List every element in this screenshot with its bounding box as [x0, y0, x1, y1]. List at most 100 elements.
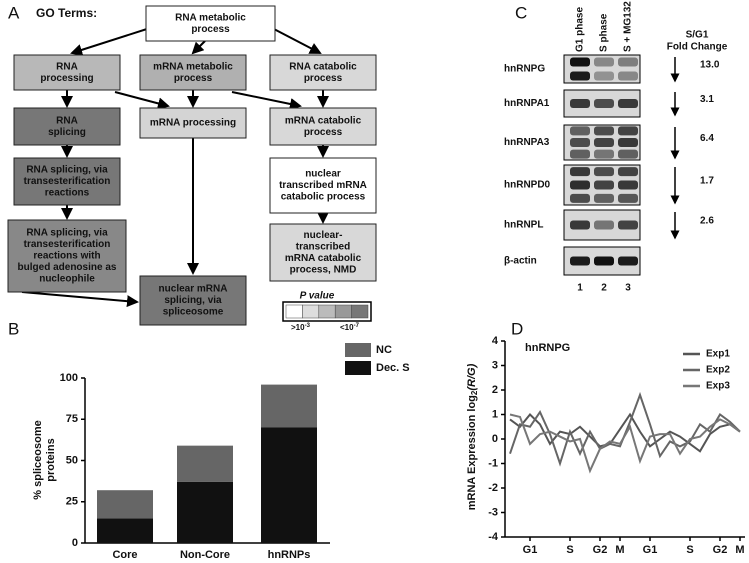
x-tick-label: S: [566, 544, 573, 556]
node-label: process, NMD: [290, 264, 357, 275]
y-tick-label: 0: [492, 433, 498, 445]
node-label: RNA metabolic: [175, 12, 246, 23]
label-exp: -7: [354, 323, 360, 329]
band: [594, 167, 614, 177]
legend-label: Dec. S: [376, 362, 410, 374]
heading: GO Terms:: [36, 6, 97, 20]
label-part: (R/G): [466, 363, 478, 390]
y-tick-label: 0: [72, 537, 78, 549]
x-tick-label: Core: [112, 549, 137, 561]
band: [594, 71, 614, 81]
y-tick-label: 25: [66, 496, 78, 508]
band: [618, 256, 638, 266]
bar-segment: [177, 481, 233, 543]
y-tick-label: 1: [492, 408, 498, 420]
legend-swatch: [302, 304, 320, 319]
legend-label: Exp1: [706, 349, 730, 360]
node-label: RNA splicing, via: [26, 165, 108, 176]
go-node: [269, 223, 377, 282]
band: [594, 256, 614, 266]
go-node: [139, 107, 247, 139]
band: [570, 138, 590, 147]
protein-name: hnRNPA3: [504, 137, 550, 148]
y-tick-label: 75: [66, 413, 78, 425]
protein-name: hnRNPL: [504, 220, 543, 231]
node-label: process: [304, 127, 343, 138]
legend-label: >10-3: [291, 323, 311, 333]
band: [570, 256, 590, 266]
legend-label: NC: [376, 344, 392, 356]
band: [618, 138, 638, 147]
node-label: transcribed mRNA: [279, 180, 367, 191]
node-label: mRNA catabolic: [285, 253, 362, 264]
band: [570, 180, 590, 190]
node-label: RNA: [56, 61, 78, 72]
band: [618, 180, 638, 190]
lane-number: 2: [601, 283, 607, 294]
go-node: [269, 107, 377, 146]
go-node: [145, 5, 276, 42]
bar-segment: [97, 518, 153, 543]
y-tick-label: 2: [492, 384, 498, 396]
band: [618, 193, 638, 203]
band: [594, 149, 614, 159]
legend-swatch: [285, 304, 303, 319]
bar-segment: [261, 384, 317, 428]
y-axis-label: % spliceosome: [32, 420, 44, 499]
x-tick-label: M: [735, 544, 744, 556]
band: [594, 138, 614, 147]
node-label: bulged adenosine as: [18, 262, 117, 273]
band: [594, 180, 614, 190]
go-node: [269, 157, 377, 214]
node-label: catabolic process: [281, 192, 366, 203]
node-label: transesterification: [24, 176, 111, 187]
band: [570, 220, 590, 230]
x-tick-label: Non-Core: [180, 549, 230, 561]
go-node: [13, 54, 121, 91]
legend-frame: [282, 301, 372, 322]
y-tick-label: 3: [492, 359, 498, 371]
x-tick-label: G1: [523, 544, 538, 556]
node-label: reactions: [45, 188, 90, 199]
node-label: nuclear: [305, 169, 341, 180]
label-exp: -3: [305, 323, 311, 329]
node-label: processing: [40, 73, 93, 84]
y-tick-label: -3: [488, 506, 498, 518]
y-axis-label: proteins: [45, 438, 57, 481]
protein-name: β-actin: [504, 256, 537, 267]
go-node: [7, 219, 127, 293]
protein-name: hnRNPD0: [504, 180, 551, 191]
legend-label: <10-7: [340, 323, 360, 333]
go-node: [139, 275, 247, 326]
band: [594, 220, 614, 230]
lane-label: S + MG132: [623, 1, 634, 52]
lane-number: 3: [625, 283, 631, 294]
y-tick-label: -2: [488, 482, 498, 494]
y-tick-label: -1: [488, 457, 498, 469]
fold-change: 3.1: [700, 94, 714, 105]
lane-label: S phase: [599, 13, 610, 52]
legend-swatch: [318, 304, 336, 319]
legend-swatch: [351, 304, 369, 319]
node-label: mRNA metabolic: [153, 61, 233, 72]
legend-swatch: [334, 304, 352, 319]
protein-name: hnRNPA1: [504, 98, 550, 109]
x-tick-label: G1: [643, 544, 658, 556]
node-label: nuclear mRNA: [159, 284, 228, 295]
band: [570, 167, 590, 177]
node-label: process: [304, 73, 343, 84]
node-label: nuclear-: [304, 230, 343, 241]
go-node: [139, 54, 247, 91]
y-tick-label: 50: [66, 454, 78, 466]
node-label: spliceosome: [163, 307, 224, 318]
legend-title: P value: [300, 291, 335, 302]
band: [594, 126, 614, 136]
panel-letter: A: [8, 3, 20, 22]
node-label: nucleophile: [39, 274, 95, 285]
fold-change: 2.6: [700, 216, 714, 227]
node-label: mRNA processing: [150, 118, 236, 129]
band: [594, 99, 614, 108]
label-base: >10: [291, 323, 305, 332]
x-tick-label: S: [686, 544, 693, 556]
